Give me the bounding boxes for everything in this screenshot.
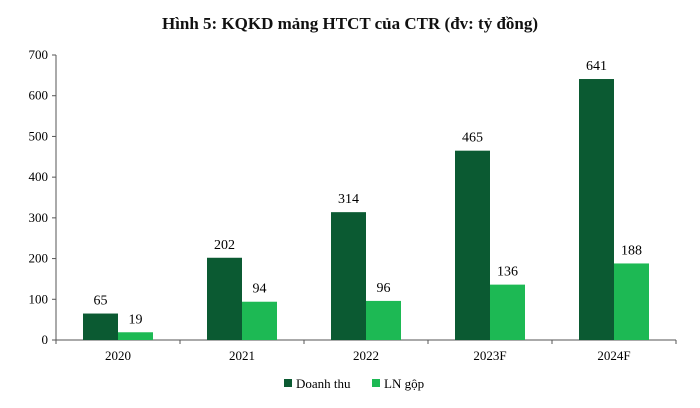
- bar-doanh-thu: [207, 257, 242, 340]
- bar-doanh-thu: [455, 150, 490, 340]
- data-label: 136: [497, 265, 518, 280]
- bar-ln-gop: [614, 263, 649, 340]
- x-tick-label: 2020: [105, 348, 131, 363]
- x-tick-label: 2021: [229, 348, 255, 363]
- y-tick-label: 400: [29, 169, 49, 184]
- data-label: 314: [338, 192, 359, 207]
- data-label: 65: [94, 294, 108, 309]
- y-tick-label: 700: [29, 47, 49, 62]
- data-label: 188: [621, 243, 642, 258]
- x-tick-label: 2023F: [473, 348, 506, 363]
- y-tick-label: 500: [29, 128, 49, 143]
- legend-label: LN gộp: [384, 376, 424, 391]
- x-tick-label: 2024F: [597, 348, 630, 363]
- data-label: 19: [129, 312, 143, 327]
- bar-ln-gop: [118, 332, 153, 340]
- y-tick-label: 600: [29, 88, 49, 103]
- legend-swatch: [372, 379, 380, 387]
- data-label: 94: [253, 282, 267, 297]
- bar-ln-gop: [366, 300, 401, 340]
- legend-swatch: [284, 379, 292, 387]
- bar-doanh-thu: [579, 79, 614, 341]
- bar-doanh-thu: [83, 313, 118, 340]
- y-tick-label: 100: [29, 291, 49, 306]
- data-label: 96: [377, 281, 391, 296]
- bar-doanh-thu: [331, 212, 366, 340]
- y-tick-label: 200: [29, 251, 49, 266]
- y-tick-label: 0: [42, 332, 49, 347]
- data-label: 641: [586, 59, 607, 74]
- data-label: 465: [462, 131, 483, 146]
- legend-label: Doanh thu: [296, 376, 351, 391]
- y-tick-label: 300: [29, 210, 49, 225]
- bar-ln-gop: [490, 284, 525, 340]
- data-label: 202: [214, 238, 235, 253]
- x-tick-label: 2022: [353, 348, 379, 363]
- bar-ln-gop: [242, 301, 277, 340]
- chart-bars: 65 19 202 94 314 96 465 136 641 188: [83, 59, 649, 341]
- chart-axes: 0 100 200 300 400 500 600 700 2020 2021 2022 2023F 2…: [29, 47, 677, 363]
- chart-legend: Doanh thu LN gộp: [284, 376, 424, 391]
- chart-title: Hình 5: KQKD mảng HTCT của CTR (đv: tỷ đ…: [161, 14, 539, 33]
